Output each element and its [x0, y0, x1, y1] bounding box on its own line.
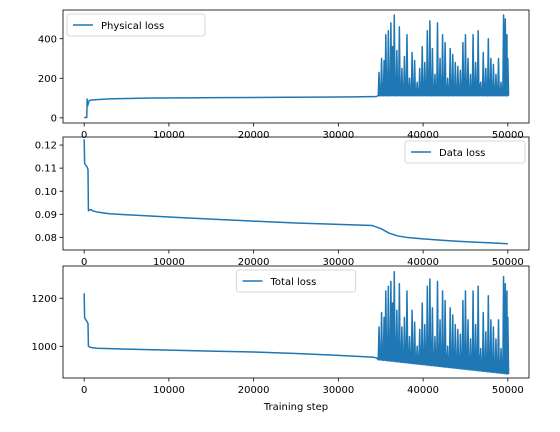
legend: Data loss [404, 140, 526, 164]
y-tick-label: 1000 [32, 342, 57, 353]
y-tick-label: 400 [38, 34, 57, 45]
x-tick-label: 40000 [407, 130, 439, 141]
axes-frame [62, 265, 530, 379]
series-line-data-loss [83, 139, 508, 245]
y-tick-label: 0 [51, 113, 57, 124]
legend-box [66, 13, 206, 37]
legend-label: Data loss [439, 148, 485, 159]
chart-panel-1: 0 10000 20000 30000 40000 50000 0 200 400 Physica… [38, 9, 530, 141]
legend-box [404, 140, 526, 164]
x-tick-label: 40000 [407, 257, 439, 268]
y-tick-label: 200 [38, 74, 57, 85]
y-tick-label: 0.09 [35, 210, 57, 221]
y-tick-label: 0.08 [35, 233, 57, 244]
series-line-total-loss [83, 271, 510, 375]
x-tick-label: 0 [81, 130, 87, 141]
x-tick-label: 20000 [238, 385, 270, 396]
y-tick-label: 0.12 [35, 141, 57, 152]
panels: 0 10000 20000 30000 40000 500000200400Physica… [32, 9, 530, 413]
x-tick-label: 20000 [238, 130, 270, 141]
series-line-physical-loss [84, 14, 510, 119]
x-tick-label: 20000 [238, 257, 270, 268]
x-tick-label: 0 [81, 385, 87, 396]
legend-label: Total loss [270, 277, 317, 288]
chart-panel-2: 0 10000 20000 30000 40000 50000 0.08 0.09 0.10 0.… [35, 136, 530, 268]
x-axis-label: Training step [263, 402, 328, 413]
x-tick-label: 10000 [153, 257, 185, 268]
axes-frame [62, 136, 530, 251]
x-tick-label: 30000 [322, 385, 354, 396]
x-tick-label: 30000 [322, 130, 354, 141]
axes-frame [62, 9, 530, 124]
x-tick-label: 10000 [153, 130, 185, 141]
y-tick-label: 0.11 [35, 164, 57, 175]
legend: Physical loss [66, 13, 206, 37]
chart-panel-3: 0 10000 20000 30000 40000 50000 1000 1200 Traini… [32, 265, 530, 413]
x-tick-label: 50000 [492, 385, 524, 396]
legend-label: Physical loss [101, 21, 164, 32]
legend: Total loss [236, 269, 356, 293]
x-tick-label: 0 [81, 257, 87, 268]
x-tick-label: 50000 [492, 130, 524, 141]
x-tick-label: 30000 [322, 257, 354, 268]
x-tick-label: 10000 [153, 385, 185, 396]
x-tick-label: 50000 [492, 257, 524, 268]
y-tick-label: 0.10 [35, 187, 57, 198]
legend-box [236, 269, 356, 293]
y-tick-label: 1200 [32, 294, 57, 305]
x-tick-label: 40000 [407, 385, 439, 396]
